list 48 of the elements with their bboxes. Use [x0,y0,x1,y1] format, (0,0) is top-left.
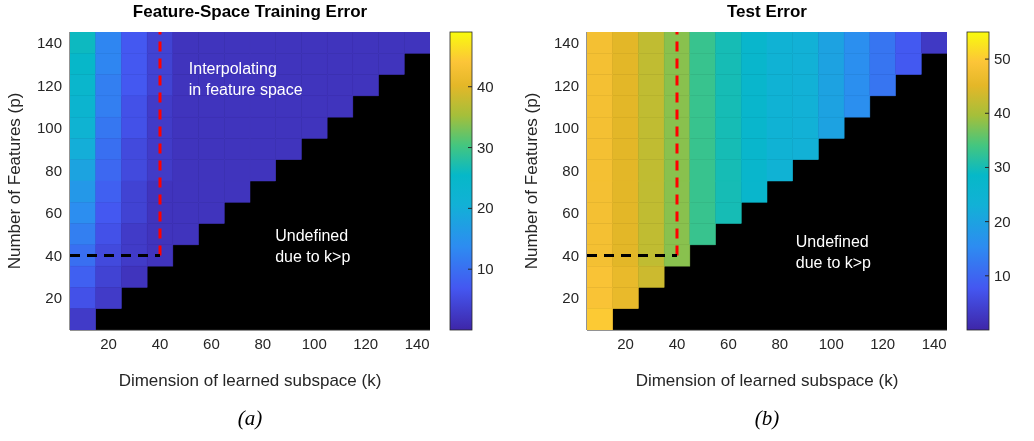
y-tick-label: 20 [562,289,579,307]
x-tick-label: 80 [254,334,272,352]
y-tick-label: 140 [553,33,579,51]
color-bar-label: 30 [994,158,1011,176]
color-bar-label: 20 [994,212,1011,230]
x-tick-label: 120 [353,334,379,352]
annotation: Undefined due to k>p [275,226,351,265]
text: (a) [237,406,263,430]
y-tick-label: 40 [45,246,62,264]
x-tick-label: 20 [617,334,634,352]
x-tick-label: 40 [668,334,686,352]
text: (b) [754,406,780,430]
x-tick-label: 40 [151,334,169,352]
x-tick-label: 140 [404,334,430,352]
y-tick-label: 20 [45,289,62,307]
y-axis-title: Number of Features (p) [5,92,25,270]
color-bar-label: 30 [477,138,494,156]
y-tick-label: 100 [36,119,62,137]
chart-title: Test Error [726,2,808,22]
chart-title: Feature-Space Training Error [131,2,369,22]
color-bar-label: 10 [994,266,1011,284]
y-tick-label: 80 [45,161,62,179]
color-bar-label: 50 [994,50,1011,68]
color-bar-label: 10 [477,260,494,278]
y-axis-title: Number of Features (p) [522,92,542,270]
x-axis-title: Dimension of learned subspace (k) [635,371,899,390]
color-bar-label: 40 [994,104,1011,122]
x-tick-label: 20 [100,334,117,352]
x-tick-label: 60 [720,334,737,352]
annotation: Undefined due to k>p [795,232,872,271]
y-tick-label: 60 [562,204,579,222]
annotation: Interpolating in feature space [188,59,303,98]
color-bar-label: 40 [477,77,494,95]
y-tick-label: 140 [36,33,62,51]
y-tick-label: 120 [553,76,579,94]
y-tick-label: 40 [562,246,579,264]
x-tick-label: 100 [301,334,327,352]
x-tick-label: 120 [870,334,896,352]
x-axis-title: Dimension of learned subspace (k) [118,371,382,390]
y-tick-label: 120 [36,76,62,94]
x-tick-label: 80 [771,334,789,352]
color-bar-label: 20 [477,199,494,217]
x-tick-label: 60 [203,334,220,352]
y-tick-label: 100 [553,119,579,137]
x-tick-label: 100 [818,334,844,352]
y-tick-label: 80 [562,161,579,179]
x-tick-label: 140 [921,334,947,352]
y-tick-label: 60 [45,204,62,222]
